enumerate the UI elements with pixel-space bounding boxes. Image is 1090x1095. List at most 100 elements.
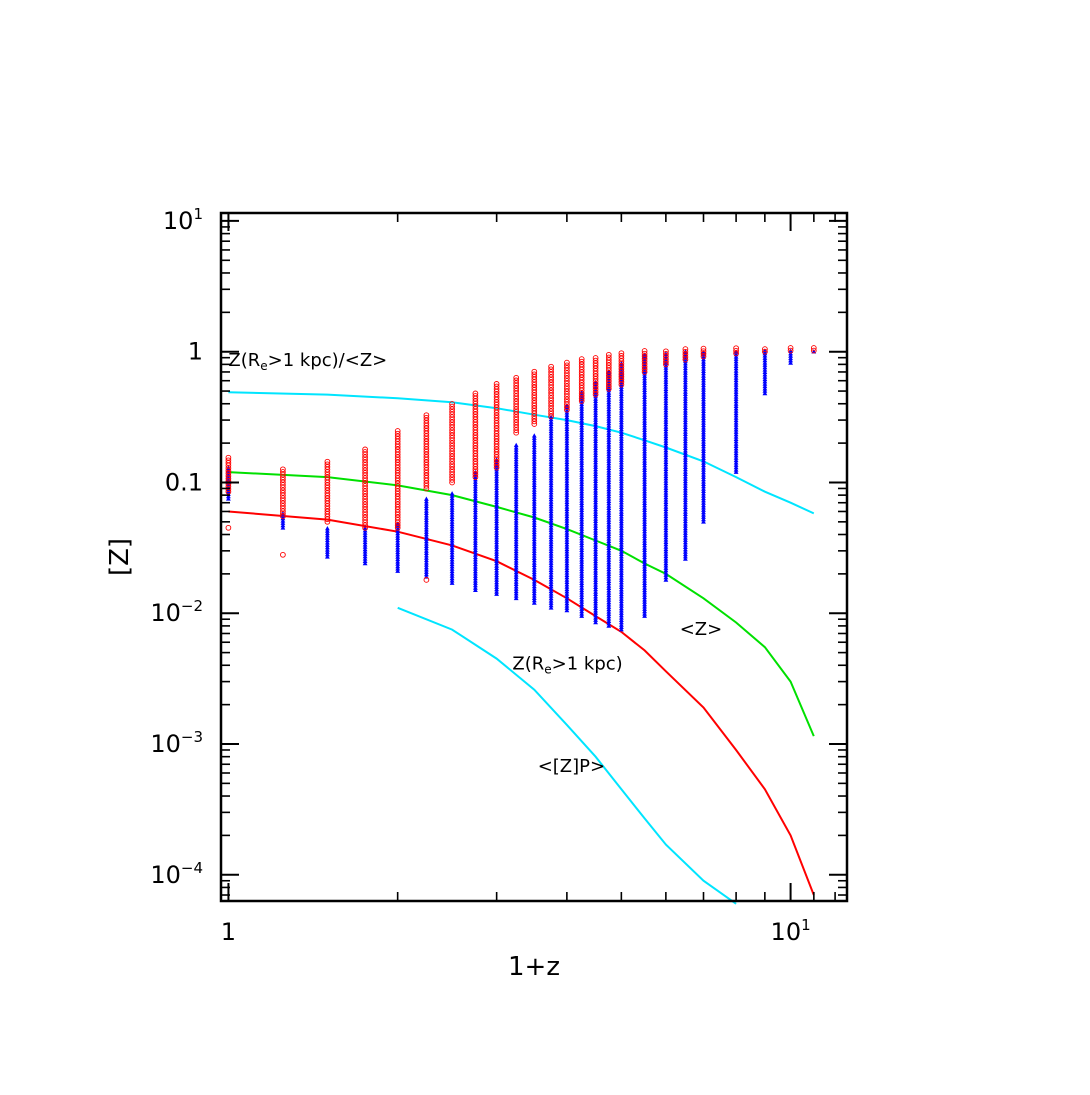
triangle-point <box>494 483 499 488</box>
triangle-point <box>683 525 688 531</box>
triangle-point <box>701 436 706 442</box>
triangle-point <box>564 527 570 533</box>
triangle-point <box>683 363 688 368</box>
triangle-point <box>663 447 669 453</box>
triangle-point <box>579 453 585 458</box>
circle-point <box>641 348 648 354</box>
triangle-point <box>663 398 669 403</box>
triangle-point <box>548 595 554 601</box>
triangle-point <box>683 535 688 540</box>
circle-point <box>472 427 479 433</box>
triangle-point <box>683 554 688 559</box>
triangle-point <box>619 499 624 505</box>
y-tick-label-2: 0.1 <box>165 469 203 497</box>
triangle-point <box>548 546 554 551</box>
triangle-point <box>579 406 585 411</box>
triangle-point <box>663 520 669 526</box>
triangle-point <box>579 519 585 524</box>
triangle-point <box>642 587 647 593</box>
triangle-point <box>606 425 612 430</box>
triangle-point <box>494 563 499 568</box>
triangle-point <box>548 414 554 419</box>
triangle-point <box>473 561 478 567</box>
triangle-point <box>663 464 669 469</box>
triangle-point <box>579 404 585 409</box>
triangle-point <box>642 368 647 374</box>
triangle-point <box>663 565 669 570</box>
triangle-point <box>593 452 598 458</box>
triangle-point <box>762 376 768 382</box>
triangle-point <box>788 360 793 365</box>
triangle-point <box>513 579 519 584</box>
triangle-point <box>564 443 570 448</box>
triangle-point <box>619 417 624 422</box>
triangle-point <box>642 404 647 409</box>
triangle-point <box>513 466 519 471</box>
triangle-point <box>619 438 624 444</box>
triangle-point <box>606 583 612 588</box>
triangle-point <box>579 510 585 515</box>
triangle-point <box>531 487 537 492</box>
circle-point <box>394 498 401 505</box>
triangle-point <box>663 466 669 471</box>
triangle-point <box>683 478 688 484</box>
triangle-point <box>619 497 624 502</box>
triangle-point <box>424 571 429 577</box>
triangle-point <box>564 560 570 566</box>
triangle-point <box>473 479 478 484</box>
triangle-point <box>663 480 669 486</box>
triangle-point <box>642 608 647 614</box>
triangle-point <box>564 525 570 530</box>
triangle-point <box>449 578 455 583</box>
triangle-point <box>424 564 429 570</box>
triangle-point <box>531 588 537 593</box>
triangle-point <box>663 400 669 406</box>
triangle-point <box>548 537 554 542</box>
triangle-point <box>593 408 598 413</box>
triangle-point <box>619 504 624 509</box>
triangle-point <box>593 504 598 509</box>
triangle-point <box>564 438 570 443</box>
triangle-point <box>619 591 624 597</box>
triangle-point <box>663 412 669 417</box>
triangle-point <box>642 557 647 562</box>
triangle-point <box>362 530 368 535</box>
triangle-point <box>579 538 585 543</box>
triangle-point <box>531 520 537 525</box>
triangle-point <box>642 415 647 421</box>
triangle-point <box>619 596 624 601</box>
triangle-point <box>619 485 624 491</box>
triangle-point <box>663 374 669 380</box>
circle-point <box>548 369 554 375</box>
triangle-point <box>642 451 647 456</box>
triangle-point <box>579 432 585 437</box>
triangle-point <box>362 539 368 545</box>
triangle-point <box>683 547 688 552</box>
triangle-point <box>579 465 585 470</box>
triangle-point <box>513 565 519 570</box>
triangle-point <box>642 564 647 569</box>
triangle-point <box>548 433 554 438</box>
triangle-point <box>449 557 455 562</box>
triangle-point <box>683 511 688 516</box>
triangle-point <box>606 496 612 501</box>
triangle-point <box>606 597 612 602</box>
triangle-point <box>531 593 537 598</box>
triangle-point <box>564 551 570 556</box>
triangle-point <box>593 466 598 472</box>
triangle-point <box>663 440 669 446</box>
triangle-point <box>619 365 624 371</box>
triangle-point <box>424 524 429 530</box>
triangle-point <box>548 480 554 485</box>
triangle-point <box>593 464 598 469</box>
triangle-point <box>593 582 598 587</box>
triangle-point <box>733 415 739 420</box>
triangle-point <box>280 513 286 518</box>
triangle-point <box>579 580 585 585</box>
triangle-point <box>424 527 429 532</box>
triangle-point <box>701 512 706 517</box>
triangle-point <box>762 381 768 386</box>
triangle-point <box>494 589 499 594</box>
circle-point <box>493 449 500 455</box>
triangle-point <box>683 448 688 453</box>
